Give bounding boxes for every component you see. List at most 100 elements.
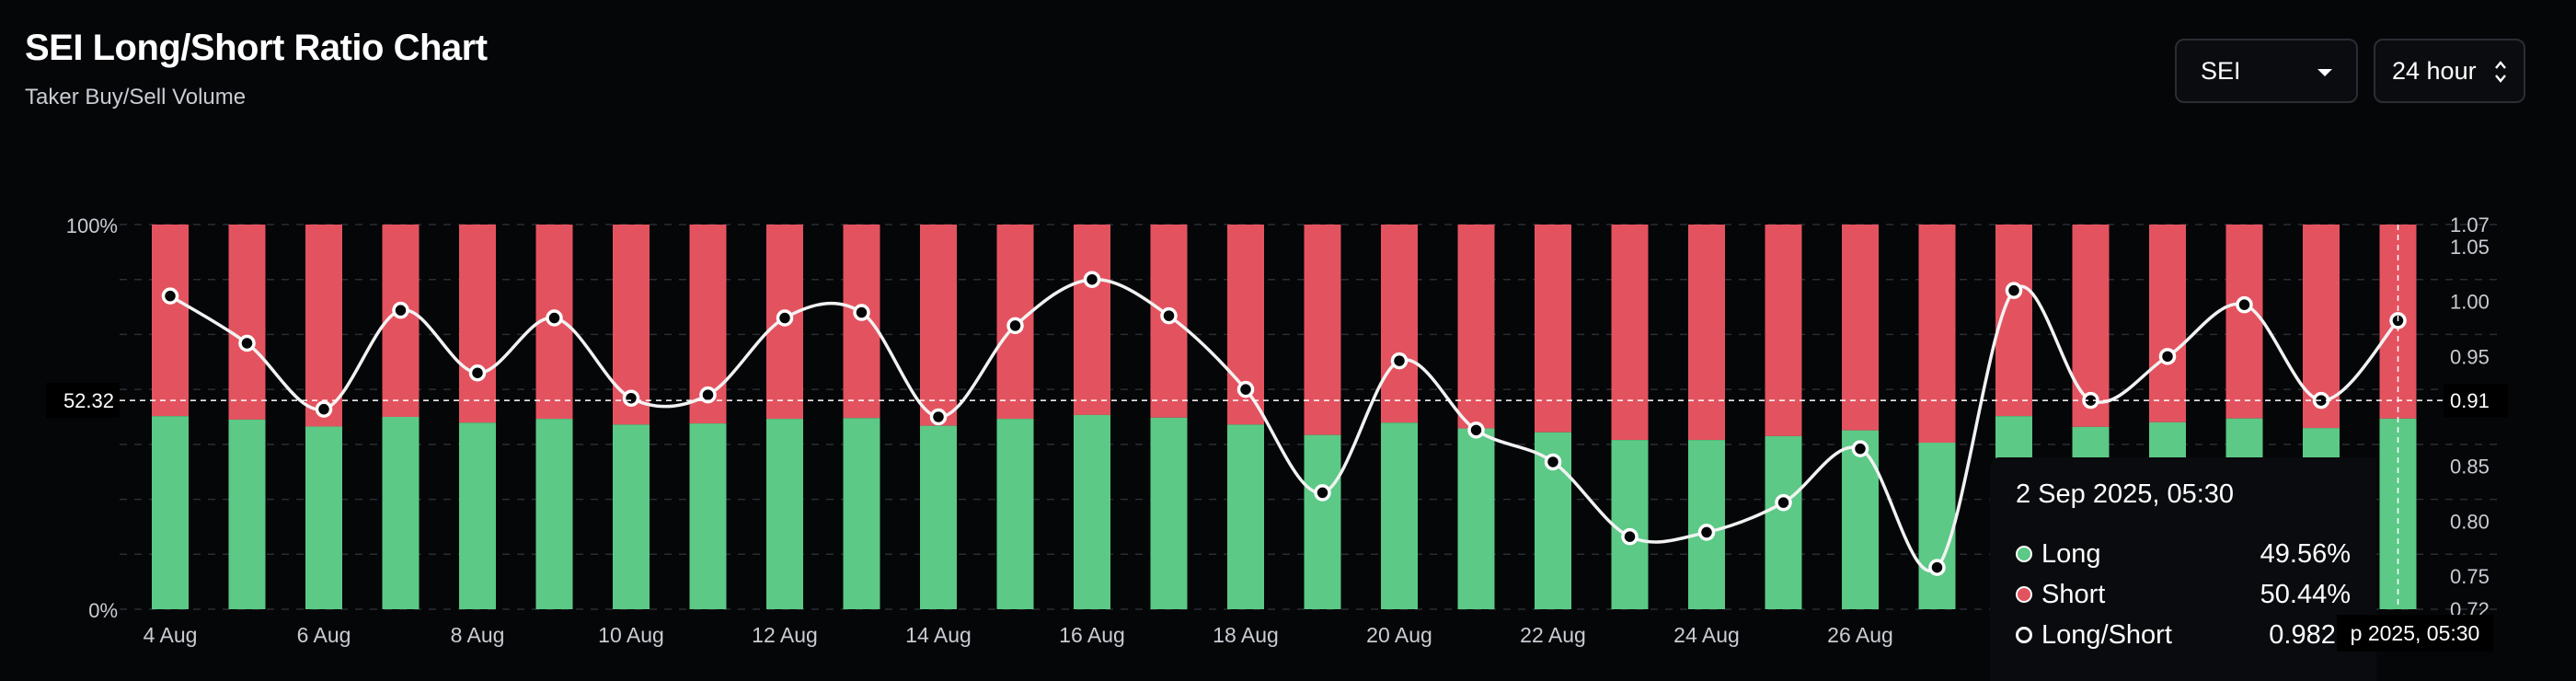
right-axis-tick: 0.75 (2450, 565, 2490, 588)
bar-long (382, 417, 420, 609)
bar-short (228, 225, 266, 420)
bar-long (1074, 414, 1110, 609)
bar-long (920, 425, 957, 609)
bar-long (613, 424, 650, 609)
x-axis-tick: 8 Aug (451, 623, 505, 647)
x-axis-tick: 4 Aug (144, 623, 198, 647)
ratio-point (1467, 421, 1485, 439)
bar-long (689, 423, 727, 609)
bar-short (1765, 225, 1802, 436)
bar-long (228, 419, 266, 609)
bar-long (843, 418, 880, 609)
crosshair-x-label: p 2025, 05:30 (2337, 615, 2493, 652)
ratio-point (1544, 453, 1562, 471)
bar-short (1842, 225, 1879, 431)
ratio-point (392, 301, 409, 319)
bar-short (1457, 225, 1495, 429)
bar-long (1918, 443, 1956, 609)
ratio-dot-icon (2016, 627, 2032, 643)
ratio-point (1390, 352, 1409, 370)
ratio-point (315, 400, 333, 418)
x-axis-tick: 12 Aug (752, 623, 818, 647)
bar-short (1535, 225, 1571, 433)
tooltip-long-value: 49.56% (2260, 538, 2351, 569)
tooltip-row-short: Short 50.44% (2016, 574, 2351, 615)
x-axis-tick: 10 Aug (598, 623, 664, 647)
x-axis-tick: 20 Aug (1366, 623, 1432, 647)
ratio-point (2005, 282, 2023, 299)
x-axis-tick: 26 Aug (1827, 623, 1893, 647)
bar-long (1150, 417, 1188, 609)
ratio-point (161, 287, 179, 305)
ratio-point (1928, 559, 1946, 576)
crosshair-y-label-bg (46, 383, 120, 419)
ratio-point (1851, 440, 1869, 457)
page-title: SEI Long/Short Ratio Chart (25, 28, 488, 68)
bar-long (766, 419, 803, 609)
right-axis-tick: 1.00 (2450, 291, 2490, 314)
ratio-point (622, 389, 640, 407)
tooltip-ratio-value: 0.9826 (2269, 619, 2351, 650)
bar-long (459, 422, 496, 609)
tooltip-row-ratio: Long/Short 0.9826 (2016, 615, 2351, 655)
ratio-point (1083, 271, 1101, 288)
bar-short (1304, 225, 1341, 435)
bar-short (920, 225, 957, 426)
bar-long (1457, 428, 1495, 609)
ratio-point (929, 408, 948, 426)
ratio-point (1236, 380, 1255, 398)
tooltip-short-value: 50.44% (2260, 579, 2351, 609)
bar-short (1688, 225, 1725, 441)
ratio-point (2158, 348, 2177, 365)
long-dot-icon (2016, 546, 2032, 562)
bar-long (1611, 440, 1649, 609)
bar-short (843, 225, 880, 419)
bar-long (1381, 422, 1418, 609)
bar-short (1611, 225, 1649, 441)
bar-short (459, 225, 496, 423)
interval-select[interactable]: 24 hour (2374, 39, 2525, 103)
ratio-point (1006, 317, 1024, 335)
ratio-point (468, 364, 487, 382)
crosshair-right-label-bg (2444, 384, 2508, 418)
right-axis-tick: 1.05 (2450, 236, 2490, 259)
left-axis-tick: 0% (88, 599, 118, 622)
ratio-point (1697, 524, 1716, 541)
x-axis-tick: 22 Aug (1520, 623, 1586, 647)
bar-short (152, 225, 189, 417)
crosshair-right-label: 0.91 (2450, 389, 2490, 412)
ratio-point (1621, 527, 1639, 546)
x-axis-tick: 14 Aug (905, 623, 972, 647)
bar-short (1918, 225, 1956, 444)
right-axis-tick: 1.07 (2450, 214, 2490, 237)
right-axis-tick: 0.85 (2450, 456, 2490, 479)
tooltip-short-label: Short (2041, 579, 2106, 609)
bar-long (535, 419, 573, 609)
bar-long (305, 426, 342, 609)
bar-long (996, 419, 1034, 609)
ratio-point (238, 334, 256, 352)
interval-select-value: 24 hour (2392, 56, 2477, 85)
bar-short (2225, 225, 2263, 419)
x-axis-tick: 6 Aug (297, 623, 351, 647)
bar-long (1765, 435, 1802, 609)
symbol-select[interactable]: SEI (2175, 39, 2358, 103)
bar-long (1304, 434, 1341, 609)
ratio-point (2236, 295, 2253, 314)
ratio-point (699, 386, 717, 404)
bar-short (1074, 225, 1110, 415)
ratio-point (776, 309, 794, 327)
chevron-updown-icon (2495, 61, 2506, 83)
chevron-down-icon (2317, 69, 2332, 76)
x-axis-tick: 16 Aug (1059, 623, 1125, 647)
page-subtitle: Taker Buy/Sell Volume (25, 85, 247, 110)
bar-short (1381, 225, 1418, 423)
ratio-point (1314, 484, 1331, 502)
hover-tooltip: 2 Sep 2025, 05:30 Long 49.56% Short 50.4… (1990, 457, 2376, 681)
tooltip-long-label: Long (2041, 538, 2101, 569)
ratio-point (1775, 493, 1792, 512)
bar-short (2149, 225, 2186, 422)
tooltip-date: 2 Sep 2025, 05:30 (2016, 479, 2235, 509)
ratio-point (1160, 306, 1178, 325)
bar-short (305, 225, 342, 427)
